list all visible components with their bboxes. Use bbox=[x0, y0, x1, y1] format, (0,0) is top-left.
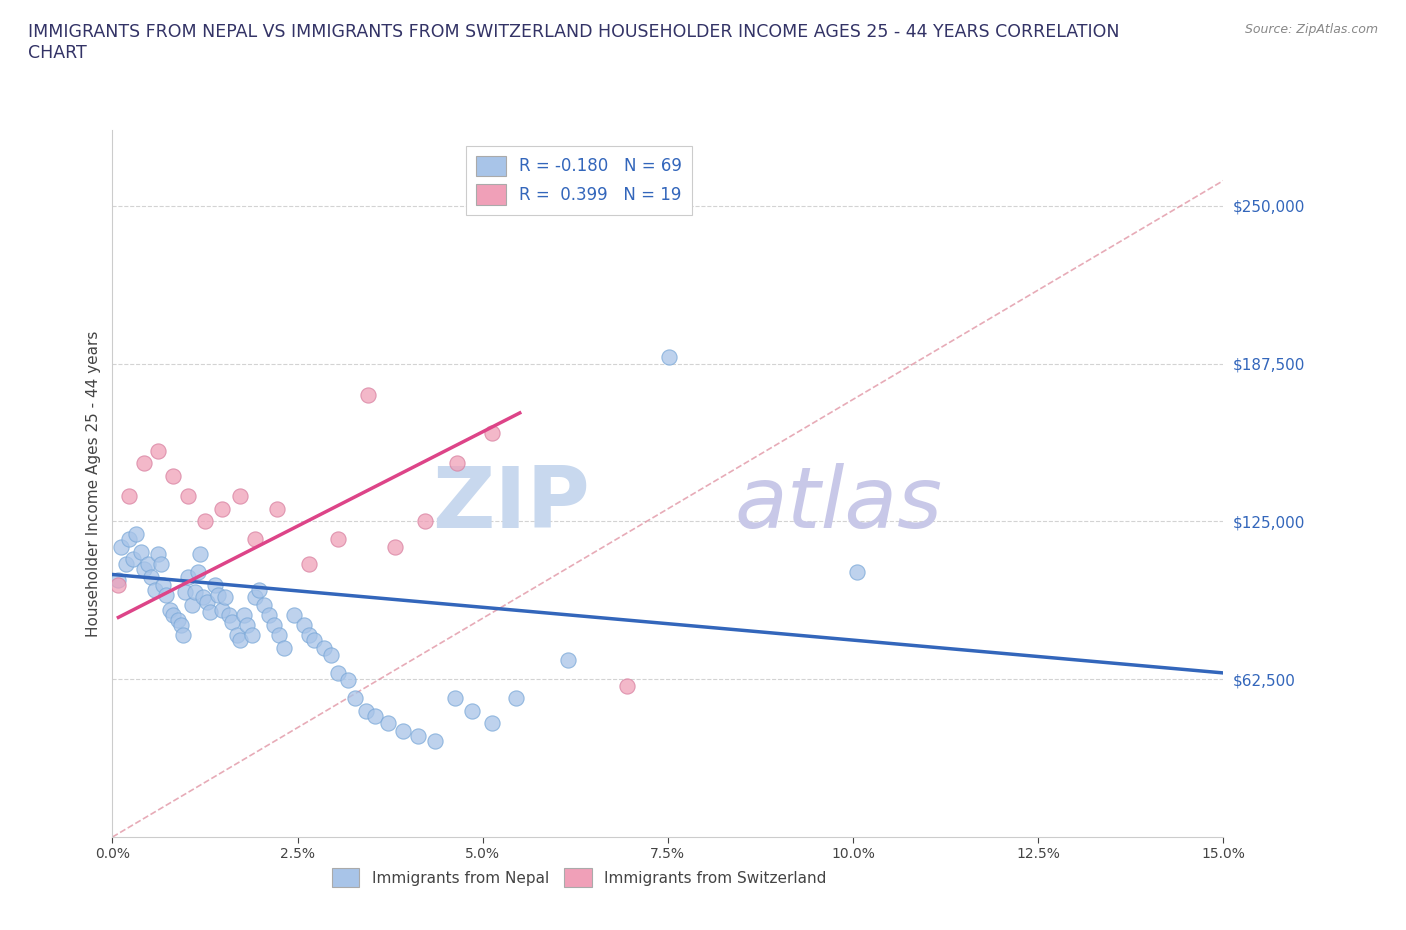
Point bbox=[148, 547, 170, 562]
Point bbox=[259, 607, 281, 622]
Point bbox=[298, 628, 321, 643]
Point bbox=[616, 678, 638, 693]
Point bbox=[145, 582, 167, 597]
Point bbox=[236, 618, 259, 632]
Point bbox=[214, 590, 236, 604]
Point bbox=[377, 716, 399, 731]
Point bbox=[122, 551, 145, 566]
Point bbox=[188, 547, 211, 562]
Point bbox=[211, 501, 233, 516]
Point bbox=[125, 526, 148, 541]
Point bbox=[460, 703, 482, 718]
Point bbox=[139, 569, 162, 584]
Point bbox=[413, 514, 436, 529]
Point bbox=[406, 728, 429, 743]
Legend: Immigrants from Nepal, Immigrants from Switzerland: Immigrants from Nepal, Immigrants from S… bbox=[326, 862, 832, 893]
Point bbox=[159, 603, 181, 618]
Point bbox=[364, 709, 387, 724]
Point bbox=[384, 539, 406, 554]
Point bbox=[312, 640, 335, 655]
Point bbox=[233, 607, 256, 622]
Point bbox=[336, 673, 359, 688]
Point bbox=[207, 587, 229, 602]
Text: atlas: atlas bbox=[734, 463, 942, 546]
Point bbox=[443, 691, 465, 706]
Point bbox=[557, 653, 579, 668]
Point bbox=[253, 597, 276, 612]
Point bbox=[658, 350, 681, 365]
Point bbox=[118, 489, 141, 504]
Point bbox=[319, 648, 342, 663]
Y-axis label: Householder Income Ages 25 - 44 years: Householder Income Ages 25 - 44 years bbox=[86, 330, 101, 637]
Point bbox=[132, 456, 155, 471]
Point bbox=[149, 557, 172, 572]
Point bbox=[200, 604, 222, 619]
Point bbox=[283, 607, 305, 622]
Point bbox=[136, 557, 159, 572]
Point bbox=[273, 640, 295, 655]
Point bbox=[292, 618, 315, 632]
Point bbox=[177, 489, 200, 504]
Point bbox=[298, 557, 321, 572]
Point bbox=[391, 724, 413, 738]
Point bbox=[107, 572, 129, 587]
Point bbox=[505, 691, 527, 706]
Point bbox=[169, 618, 191, 632]
Point bbox=[132, 562, 155, 577]
Point bbox=[243, 532, 266, 547]
Point bbox=[243, 590, 266, 604]
Point bbox=[107, 578, 129, 592]
Point bbox=[177, 569, 200, 584]
Point bbox=[344, 691, 367, 706]
Text: Source: ZipAtlas.com: Source: ZipAtlas.com bbox=[1244, 23, 1378, 36]
Point bbox=[845, 565, 868, 579]
Point bbox=[218, 607, 240, 622]
Point bbox=[266, 501, 288, 516]
Point bbox=[354, 703, 377, 718]
Point bbox=[204, 578, 226, 592]
Point bbox=[166, 613, 188, 628]
Point bbox=[481, 426, 503, 441]
Text: IMMIGRANTS FROM NEPAL VS IMMIGRANTS FROM SWITZERLAND HOUSEHOLDER INCOME AGES 25 : IMMIGRANTS FROM NEPAL VS IMMIGRANTS FROM… bbox=[28, 23, 1119, 62]
Point bbox=[263, 618, 285, 632]
Text: ZIP: ZIP bbox=[433, 463, 591, 546]
Point bbox=[110, 539, 132, 554]
Point bbox=[211, 603, 233, 618]
Point bbox=[328, 666, 350, 681]
Point bbox=[114, 557, 136, 572]
Point bbox=[229, 489, 252, 504]
Point bbox=[184, 585, 207, 600]
Point bbox=[247, 582, 270, 597]
Point bbox=[174, 585, 197, 600]
Point bbox=[357, 388, 380, 403]
Point bbox=[155, 587, 177, 602]
Point bbox=[172, 628, 194, 643]
Point bbox=[187, 565, 209, 579]
Point bbox=[195, 595, 218, 610]
Point bbox=[148, 444, 170, 458]
Point bbox=[118, 532, 141, 547]
Point bbox=[240, 628, 263, 643]
Point bbox=[302, 632, 325, 647]
Point bbox=[267, 628, 291, 643]
Point bbox=[152, 578, 174, 592]
Point bbox=[194, 514, 217, 529]
Point bbox=[162, 469, 184, 484]
Point bbox=[129, 544, 152, 559]
Point bbox=[191, 590, 214, 604]
Point bbox=[181, 597, 204, 612]
Point bbox=[221, 615, 243, 630]
Point bbox=[328, 532, 350, 547]
Point bbox=[162, 607, 184, 622]
Point bbox=[229, 632, 252, 647]
Point bbox=[225, 628, 247, 643]
Point bbox=[481, 716, 503, 731]
Point bbox=[423, 734, 446, 749]
Point bbox=[446, 456, 468, 471]
